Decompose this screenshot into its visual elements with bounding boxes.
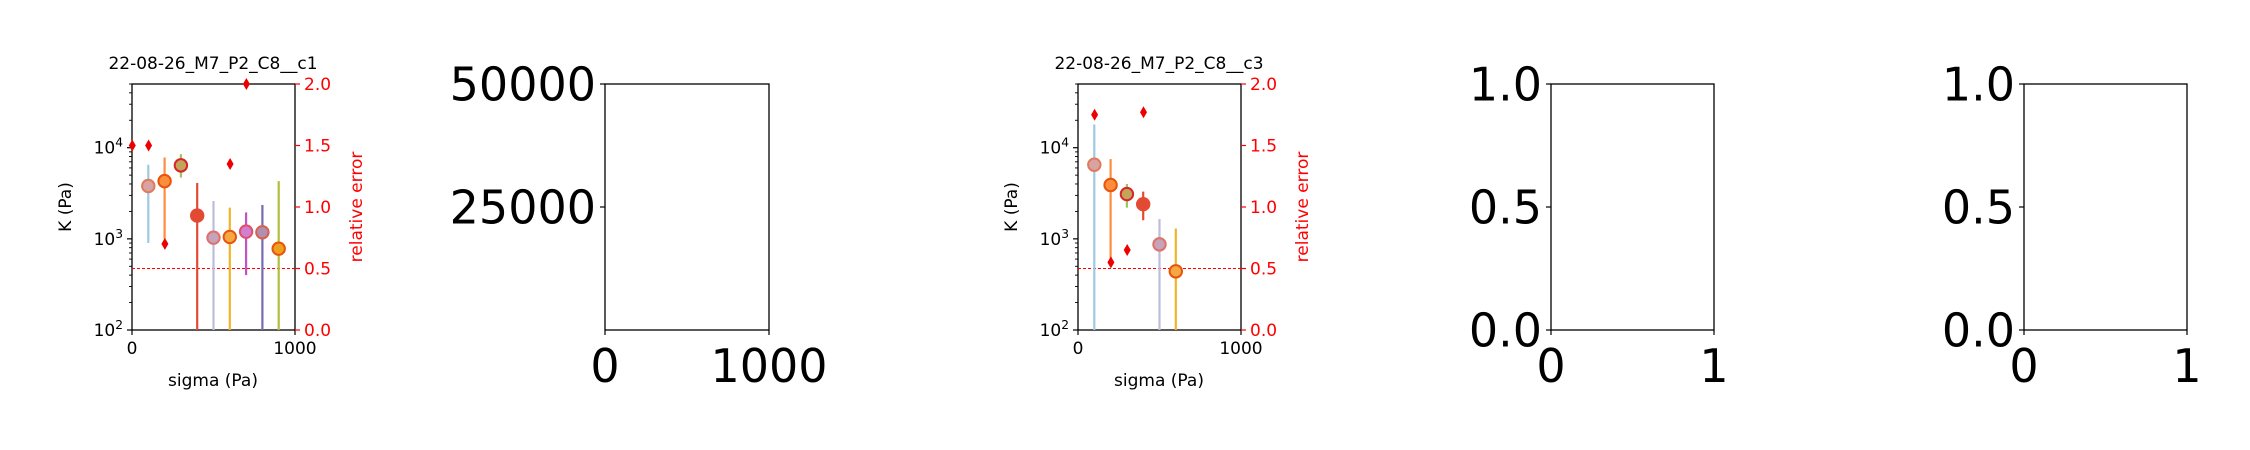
panel-5: 0 1 0.0 0.5 1.0 <box>1942 58 2202 393</box>
panel-3-y2tick-label: 2.0 <box>1250 75 1277 95</box>
panel-2-xtick-label: 1000 <box>710 339 827 393</box>
panel-4-ytick-label: 0.5 <box>1469 181 1542 235</box>
panel-5-xtick-label: 1 <box>2172 339 2201 393</box>
panel-3-y2tick-label: 1.0 <box>1250 198 1277 218</box>
panel-1-title: 22-08-26_M7_P2_C8__c1 <box>108 54 317 74</box>
panel-2-xtick-label: 0 <box>590 339 619 393</box>
panel-3-y2label: relative error <box>1293 152 1313 263</box>
panel-3-xtick-label: 0 <box>1073 339 1084 359</box>
panel-1-data-point <box>238 224 254 239</box>
panel-3-relative-error-marker <box>1107 256 1115 269</box>
panel-4-ytick-label: 0.0 <box>1469 304 1542 358</box>
panel-1-marks: 0 1000 102 103 104 0.0 0.5 1.0 1.5 2.0 <box>94 75 331 359</box>
panel-2-ytick-label: 50000 <box>450 58 596 112</box>
panel-1-ytick-label: 103 <box>94 227 123 250</box>
panel-5-ytick-label: 0.5 <box>1942 181 2015 235</box>
panel-1-ytick-label: 102 <box>94 318 123 341</box>
panel-1: 22-08-26_M7_P2_C8__c1 0 10001021031040.00… <box>56 54 367 391</box>
panel-3-title: 22-08-26_M7_P2_C8__c3 <box>1054 54 1263 74</box>
panel-3-data-point <box>1087 157 1102 172</box>
panel-1-data-point <box>206 230 221 245</box>
panel-3: 22-08-26_M7_P2_C8__c3 0 10001021031040.00… <box>1002 54 1313 391</box>
panel-1-y2tick-label: 0.5 <box>304 260 331 280</box>
panel-3-ytick-label: 104 <box>1040 136 1070 159</box>
panel-1-data-point <box>173 158 189 173</box>
panel-5-ytick-label: 1.0 <box>1942 58 2015 112</box>
panel-1-xlabel: sigma (Pa) <box>168 371 258 391</box>
panel-3-data-point <box>1103 177 1118 193</box>
panel-3-xlabel: sigma (Pa) <box>1114 371 1204 391</box>
panel-1-y2label: relative error <box>347 152 367 263</box>
panel-1-xtick-label: 1000 <box>273 339 316 359</box>
panel-5-xtick-label: 0 <box>2009 339 2038 393</box>
panel-3-y2tick-label: 0.5 <box>1250 260 1277 280</box>
panel-5-marks: 0 1 0.0 0.5 1.0 <box>1942 58 2202 393</box>
panel-4-xtick-label: 1 <box>1699 339 1728 393</box>
panel-5-ytick-label: 0.0 <box>1942 304 2015 358</box>
panel-3-relative-error-marker <box>1091 108 1099 121</box>
panel-1-relative-error-marker <box>226 157 234 170</box>
panel-1-y2tick-label: 2.0 <box>304 75 331 95</box>
panel-2-ytick-label: 25000 <box>450 181 596 235</box>
panel-3-marks: 0 1000 102 103 104 0.0 0.5 1.0 1.5 2.0 <box>1040 75 1277 359</box>
panel-1-xtick-label: 0 <box>127 339 138 359</box>
panel-4-marks: 0 1 0.0 0.5 1.0 <box>1469 58 1729 393</box>
panel-4-ytick-label: 1.0 <box>1469 58 1542 112</box>
panel-1-data-point <box>222 229 238 245</box>
panel-1-y2tick-label: 1.5 <box>304 137 331 157</box>
panel-1-ylabel: K (Pa) <box>56 182 76 232</box>
panel-4: 0 1 0.0 0.5 1.0 <box>1469 58 1729 393</box>
panel-1-relative-error-marker <box>145 139 153 152</box>
panel-3-ytick-label: 102 <box>1040 318 1069 341</box>
panel-3-y2tick-label: 1.5 <box>1250 137 1277 157</box>
panel-3-ytick-label: 103 <box>1040 227 1069 250</box>
panel-3-data-point <box>1119 186 1135 202</box>
panel-2-marks: 0 1000 25000 50000 <box>450 58 828 393</box>
panel-3-data-point <box>1168 264 1184 279</box>
panel-3-data-point <box>1152 237 1167 252</box>
panel-1-data-point <box>271 241 286 256</box>
panel-3-y2tick-label: 0.0 <box>1250 321 1277 341</box>
panel-1-data-point <box>190 208 205 223</box>
panel-3-data-point <box>1136 196 1151 212</box>
panel-1-relative-error-marker <box>161 237 169 250</box>
panel-1-relative-error-marker <box>242 78 250 90</box>
panel-3-ylabel: K (Pa) <box>1002 182 1022 232</box>
panel-2: 0 1000 25000 50000 <box>450 58 828 393</box>
panel-1-y2tick-label: 0.0 <box>304 321 331 341</box>
panel-1-y2tick-label: 1.0 <box>304 198 331 218</box>
panel-3-relative-error-marker <box>1140 106 1147 119</box>
panel-1-ytick-label: 104 <box>94 136 124 159</box>
panel-4-xtick-label: 0 <box>1536 339 1565 393</box>
panel-1-data-point <box>255 225 270 240</box>
panel-3-xtick-label: 1000 <box>1219 339 1262 359</box>
panel-3-relative-error-marker <box>1123 244 1131 257</box>
panel-1-relative-error-marker <box>128 139 136 152</box>
panel-1-data-point <box>141 178 156 194</box>
panel-1-data-point <box>157 173 172 189</box>
